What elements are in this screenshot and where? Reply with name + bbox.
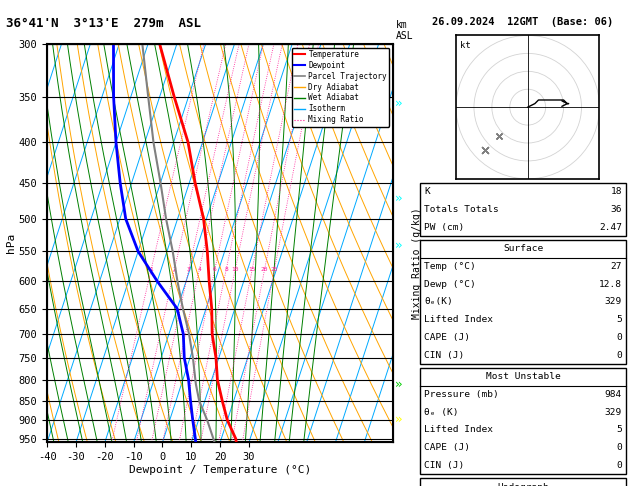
Text: 26.09.2024  12GMT  (Base: 06): 26.09.2024 12GMT (Base: 06): [432, 17, 614, 27]
Text: θₑ(K): θₑ(K): [424, 297, 453, 307]
Text: Totals Totals: Totals Totals: [424, 205, 499, 214]
Text: Temp (°C): Temp (°C): [424, 262, 476, 271]
Text: 0: 0: [616, 461, 622, 470]
Text: Dewp (°C): Dewp (°C): [424, 279, 476, 289]
Text: 36: 36: [611, 205, 622, 214]
Text: Lifted Index: Lifted Index: [424, 425, 493, 434]
Text: km
ASL: km ASL: [396, 20, 414, 41]
Legend: Temperature, Dewpoint, Parcel Trajectory, Dry Adiabat, Wet Adiabat, Isotherm, Mi: Temperature, Dewpoint, Parcel Trajectory…: [292, 48, 389, 126]
Text: 5: 5: [616, 425, 622, 434]
X-axis label: Dewpoint / Temperature (°C): Dewpoint / Temperature (°C): [129, 465, 311, 475]
Text: 18: 18: [611, 187, 622, 196]
Text: Mixing Ratio (g/kg): Mixing Ratio (g/kg): [413, 207, 422, 319]
Text: Most Unstable: Most Unstable: [486, 372, 560, 382]
Text: »: »: [394, 97, 402, 110]
Text: Surface: Surface: [503, 244, 543, 253]
Text: CAPE (J): CAPE (J): [424, 443, 470, 452]
Text: 36°41'N  3°13'E  279m  ASL: 36°41'N 3°13'E 279m ASL: [6, 17, 201, 30]
Text: 5: 5: [616, 315, 622, 324]
Text: »: »: [394, 239, 402, 252]
Text: »: »: [394, 192, 402, 205]
Text: 0: 0: [616, 333, 622, 342]
Text: CIN (J): CIN (J): [424, 350, 464, 360]
Y-axis label: hPa: hPa: [6, 233, 16, 253]
Text: 2: 2: [172, 267, 176, 272]
Text: Hodograph: Hodograph: [497, 483, 549, 486]
Text: θₑ (K): θₑ (K): [424, 408, 459, 417]
Text: 329: 329: [605, 297, 622, 307]
Text: 3: 3: [187, 267, 191, 272]
Text: 15: 15: [248, 267, 256, 272]
Text: 0: 0: [616, 350, 622, 360]
Text: 8: 8: [225, 267, 228, 272]
Text: Lifted Index: Lifted Index: [424, 315, 493, 324]
Text: 984: 984: [605, 390, 622, 399]
Text: 329: 329: [605, 408, 622, 417]
Text: 12.8: 12.8: [599, 279, 622, 289]
Text: 0: 0: [616, 443, 622, 452]
Text: K: K: [424, 187, 430, 196]
Text: 2.47: 2.47: [599, 223, 622, 232]
Text: 27: 27: [611, 262, 622, 271]
Text: 1: 1: [149, 267, 153, 272]
Text: CAPE (J): CAPE (J): [424, 333, 470, 342]
Text: Pressure (mb): Pressure (mb): [424, 390, 499, 399]
Text: »: »: [394, 378, 402, 391]
Text: 6: 6: [213, 267, 217, 272]
Text: CIN (J): CIN (J): [424, 461, 464, 470]
Text: 25: 25: [270, 267, 278, 272]
Text: 4: 4: [198, 267, 201, 272]
Text: 10: 10: [231, 267, 239, 272]
Text: PW (cm): PW (cm): [424, 223, 464, 232]
Text: kt: kt: [460, 41, 471, 50]
Text: »: »: [394, 413, 402, 426]
Text: 20: 20: [261, 267, 269, 272]
